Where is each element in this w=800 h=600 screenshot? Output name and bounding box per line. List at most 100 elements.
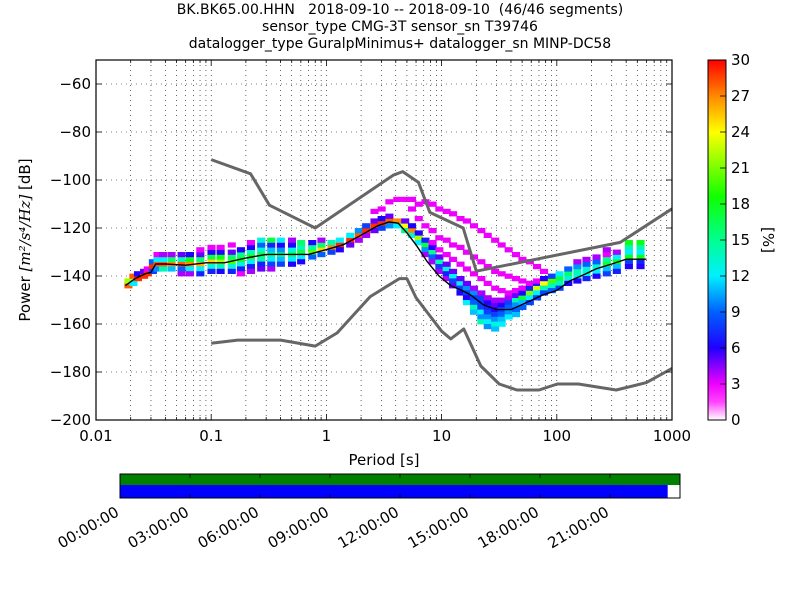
ppd-cell [196, 261, 205, 267]
x-tick-label: 10 [432, 427, 451, 445]
data-coverage-timeline: 00:00:00 03:00:00 06:00:00 09:00:00 12:00:00… [55, 473, 681, 552]
colorbar-tick-label: 3 [731, 375, 741, 393]
y-tick-label: −120 [50, 219, 91, 237]
ppd-cell [491, 312, 500, 318]
ppd-cell [442, 261, 451, 267]
x-axis-label: Period [s] [348, 451, 419, 469]
ppd-cell [462, 300, 471, 306]
ppd-cell [497, 312, 506, 318]
ppd-cell [612, 249, 621, 255]
grid-lines [95, 60, 672, 421]
ppd-cell [469, 300, 479, 306]
ppd-cell [504, 314, 513, 320]
ppd-cell [533, 278, 542, 284]
ppd-cell [497, 288, 506, 294]
ppd-cell [477, 228, 486, 234]
ppd-cell [401, 196, 410, 202]
ppd-cell [421, 247, 430, 253]
ppd-cell [511, 302, 521, 308]
ppd-cell [491, 237, 500, 243]
ppd-cell [167, 252, 176, 258]
ppd-cell [582, 261, 591, 267]
ppd-cell [133, 271, 143, 277]
ppd-cell [469, 254, 479, 260]
ppd-cell [207, 264, 216, 270]
ppd-cell [511, 288, 521, 294]
x-tick-labels: 0.01 0.1 1 10 100 1000 [79, 427, 691, 445]
ppd-cell [414, 240, 423, 246]
ppd-cell [497, 271, 506, 277]
ppd-cell [624, 249, 633, 255]
ppd-cell [257, 261, 266, 267]
ppd-cell [477, 290, 486, 296]
colorbar-tick-label: 27 [731, 87, 750, 105]
ppd-cell [370, 208, 379, 214]
ppd-cell [483, 295, 492, 301]
y-tick-labels: −60 −80 −100 −120 −140 −160 −180 −200 [50, 75, 91, 429]
ppd-cell [385, 213, 394, 219]
ppd-cell [393, 196, 402, 202]
ppd-cell [491, 302, 500, 308]
ppd-cell [246, 268, 255, 274]
ppd-cell [491, 321, 500, 327]
ppd-cell [216, 249, 225, 255]
colorbar-tick-label: 30 [731, 51, 750, 69]
ppd-cell [518, 304, 527, 310]
ppd-cell [196, 247, 205, 253]
ppd-cell [216, 244, 225, 250]
ppd-cell [385, 218, 394, 224]
ppd-cell [428, 249, 437, 255]
ppd-cell [477, 314, 486, 320]
ppd-cell [525, 290, 534, 296]
ppd-cell [602, 271, 611, 277]
ppd-cell [287, 247, 297, 253]
ppd-cell [511, 276, 521, 282]
x-tick-label: 0.01 [79, 427, 112, 445]
ppd-cell [276, 237, 285, 243]
ppd-cell [449, 242, 458, 248]
ppd-cell [196, 252, 205, 258]
ppd-cell [612, 268, 621, 274]
ppd-cell [335, 237, 344, 243]
y-axis-label: Power [m²/s⁴/Hz] [dB] [16, 158, 34, 321]
ppd-cell [216, 259, 225, 265]
ppd-cell [335, 242, 344, 248]
ppd-cell [377, 216, 386, 222]
ppd-cell [511, 292, 521, 298]
ppd-cell [236, 252, 245, 258]
ppd-cell [185, 271, 194, 277]
ppd-cell [497, 297, 506, 303]
ppd-cell [428, 240, 437, 246]
ppd-cell [207, 254, 216, 260]
ppd-cell [246, 244, 255, 250]
ppd-cell [346, 242, 355, 248]
ppd-cell [177, 261, 186, 267]
ppd-cell [602, 256, 611, 262]
ppd-cell [636, 254, 645, 260]
ppd-cell [317, 252, 326, 258]
ppd-cell [483, 314, 492, 320]
ppd-cell [533, 285, 542, 291]
ppd-cell [539, 268, 549, 274]
ppd-cell [143, 266, 152, 272]
ppd-cell [477, 304, 486, 310]
ppd-cell [539, 280, 549, 286]
ppd-cell [428, 259, 437, 265]
ppd-cell [483, 304, 492, 310]
noise-models [210, 158, 672, 392]
ppd-cell [407, 196, 417, 202]
ppd-cell [624, 259, 633, 265]
ppd-cell [469, 271, 479, 277]
ppd-cell [414, 216, 423, 222]
ppd-cell [407, 228, 417, 234]
ppd-cell [491, 326, 500, 332]
ppd-cell [504, 304, 513, 310]
ppd-cell [435, 268, 444, 274]
ppd-cell [504, 247, 513, 253]
ppd-cell [483, 324, 492, 330]
ppd-cell [539, 285, 549, 291]
chart-title-line-2: sensor_type CMG-3T sensor_sn T39746 [262, 19, 538, 35]
ppd-cell [539, 276, 549, 282]
ppd-cell [511, 252, 521, 258]
ppd-cell [276, 256, 285, 262]
